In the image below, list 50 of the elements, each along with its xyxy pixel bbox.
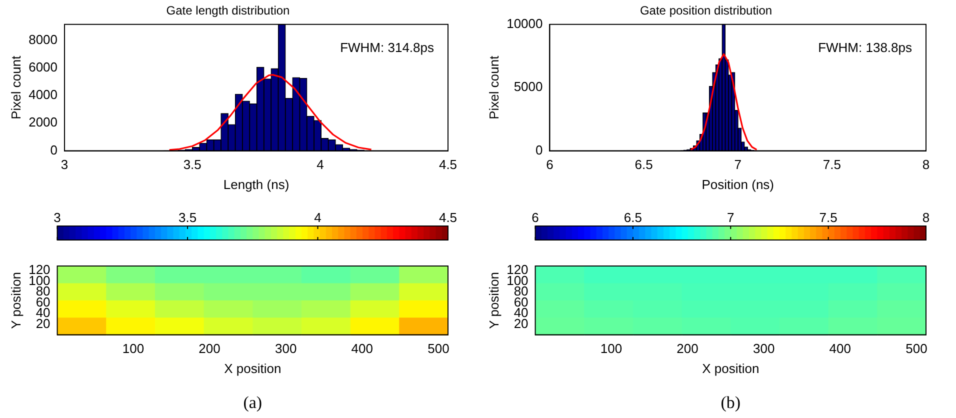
x-tick-label: 200 — [676, 341, 698, 356]
x-tick-label: 200 — [198, 341, 220, 356]
annotation: FWHM: 314.8ps — [340, 40, 434, 55]
color-bar-label: 7 — [727, 210, 734, 226]
chart-title: Gate length distribution — [166, 4, 290, 18]
x-tick-label: 6 — [546, 157, 554, 172]
x-axis-title: Length (ns) — [223, 176, 290, 192]
color-bar-label: 3.5 — [178, 210, 197, 226]
y-axis-title: Pixel count — [8, 55, 24, 120]
text: (b) — [720, 393, 741, 412]
color-bar-label: 3 — [54, 210, 61, 226]
y-tick-label: 4000 — [28, 87, 58, 102]
x-axis-title: X position — [702, 360, 760, 376]
x-axis-title: X position — [224, 360, 282, 376]
y-tick-label: 0 — [536, 142, 543, 158]
y-axis-title: Y position — [8, 272, 24, 329]
text: (a) — [243, 393, 262, 412]
y-tick-label: 10000 — [506, 16, 543, 31]
x-tick-label: 500 — [428, 341, 450, 356]
x-tick-label: 3.5 — [183, 157, 202, 172]
y-axis-title: Pixel count — [486, 55, 502, 120]
color-bar-label: 7.5 — [819, 210, 838, 226]
color-bar-label: 8 — [922, 210, 930, 226]
y-tick-label: 2000 — [28, 114, 58, 130]
chart-title: Gate position distribution — [640, 4, 772, 18]
x-tick-label: 300 — [274, 341, 297, 356]
x-axis-title: Position (ns) — [702, 176, 774, 192]
x-tick-label: 400 — [351, 341, 373, 356]
x-tick-label: 400 — [829, 341, 851, 356]
color-bar-label: 4 — [314, 210, 322, 226]
x-tick-label: 6.5 — [634, 157, 653, 172]
color-bar-label: 6 — [532, 210, 539, 226]
x-tick-label: 100 — [600, 341, 622, 356]
x-tick-label: 500 — [906, 341, 928, 356]
y-tick-label: 6000 — [28, 59, 58, 74]
x-tick-label: 4.5 — [438, 157, 458, 172]
x-tick-label: 4 — [316, 157, 324, 172]
y-axis-title: Y position — [486, 272, 502, 329]
y-tick-label: 0 — [50, 142, 58, 158]
y-tick-label: 8000 — [28, 32, 58, 47]
y-tick-label: 5000 — [514, 79, 543, 94]
annotation: FWHM: 138.8ps — [818, 40, 912, 55]
x-tick-label: 8 — [922, 157, 930, 172]
color-bar-label: 4.5 — [438, 210, 458, 226]
x-tick-label: 100 — [122, 341, 144, 356]
x-tick-label: 3 — [60, 157, 68, 172]
x-tick-label: 7.5 — [822, 157, 841, 172]
x-tick-label: 7 — [734, 157, 742, 172]
color-bar-label: 6.5 — [624, 210, 642, 226]
x-tick-label: 300 — [752, 341, 775, 356]
